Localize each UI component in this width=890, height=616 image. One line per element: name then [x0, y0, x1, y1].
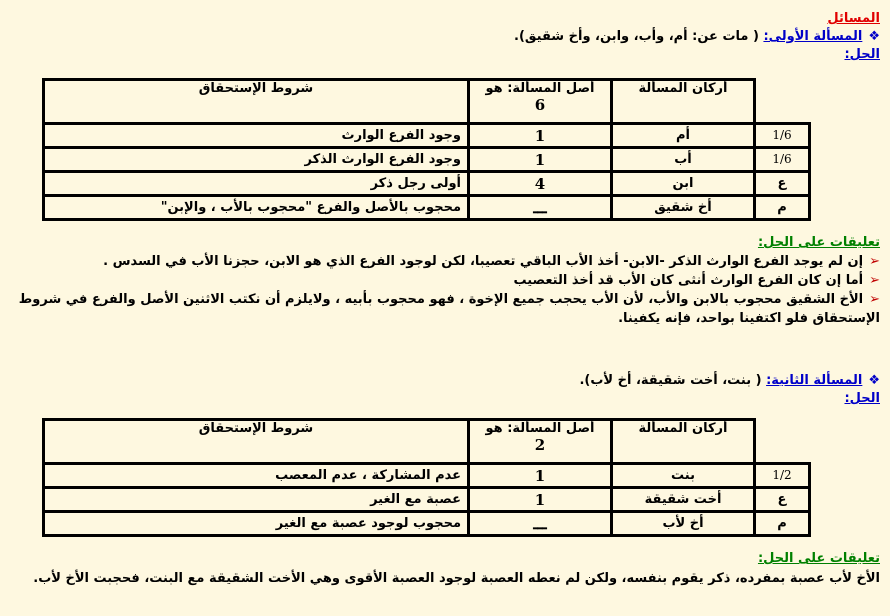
share-cell: ع — [753, 486, 811, 513]
condition-cell: أولى رجل ذكر — [42, 170, 470, 197]
arrow-bullet-icon: ➢ — [869, 273, 880, 288]
share-cell: ع — [753, 170, 811, 197]
heir-cell: أم — [610, 122, 756, 149]
header-asl: أصل المسألة: هو 2 — [467, 418, 613, 465]
heir-cell: أخ لأب — [610, 510, 756, 537]
condition-cell: محجوب لوجود عصبة مع الغير — [42, 510, 470, 537]
table-row: م أخ شقيق ـــ محجوب بالأصل والفرع "محجوب… — [42, 194, 811, 221]
condition-cell: محجوب بالأصل والفرع "محجوب بالأب ، والإب… — [42, 194, 470, 221]
solution-table-2: أركان المسألة أصل المسألة: هو 2 شروط الإس… — [42, 418, 811, 537]
portion-cell: 4 — [467, 170, 613, 197]
heir-cell: بنت — [610, 462, 756, 489]
share-value: 1/2 — [772, 468, 792, 482]
share-header — [753, 419, 810, 464]
comment-item: ➢إن لم يوجد الفرع الوارث الذكر -الابن- أ… — [103, 254, 880, 269]
portion-cell: ـــ — [467, 510, 613, 537]
share-cell: 1/2 — [753, 462, 811, 489]
solution-table-1: أركان المسألة أصل المسألة: هو 6 شروط الإس… — [42, 78, 811, 221]
portion-cell: 1 — [467, 122, 613, 149]
comment-continuation: الإستحقاق فلو اكتفينا بواحد، فإنه يكفينا… — [618, 311, 880, 326]
table-row: ع ابن 4 أولى رجل ذكر — [42, 170, 811, 197]
comment-2: الأخ لأب عصبة بمفرده، ذكر يقوم بنفسه، ول… — [33, 571, 880, 586]
heir-cell: أخ شقيق — [610, 194, 756, 221]
problem2-title: ❖المسألة الثانية: ( بنت، أخت شقيقة، أخ ل… — [579, 373, 880, 388]
share-value: م — [777, 516, 787, 531]
heir-cell: أخت شقيقة — [610, 486, 756, 513]
condition-cell: وجود الفرع الوارث الذكر — [42, 146, 470, 173]
table-row: ع أخت شقيقة 1 عصبة مع الغير — [42, 486, 811, 513]
share-value: ع — [777, 176, 787, 191]
condition-cell: عصبة مع الغير — [42, 486, 470, 513]
comments-list-1: ➢إن لم يوجد الفرع الوارث الذكر -الابن- أ… — [10, 252, 880, 328]
heir-cell: أب — [610, 146, 756, 173]
comments-label-2: تعليقات على الحل: — [757, 551, 880, 566]
portion-cell: 1 — [467, 462, 613, 489]
share-value: 1/6 — [772, 128, 792, 142]
comment-item: ➢الأخ الشقيق محجوب بالابن والأب، لأن الأ… — [18, 292, 880, 307]
share-value: ع — [777, 492, 787, 507]
heading: المسائل — [827, 11, 880, 26]
arrow-bullet-icon: ➢ — [869, 254, 880, 269]
problem1-title: ❖المسألة الأولى: ( مات عن: أم، وأب، وابن… — [514, 29, 880, 44]
table-row: م أخ لأب ـــ محجوب لوجود عصبة مع الغير — [42, 510, 811, 537]
portion-cell: 1 — [467, 486, 613, 513]
header-asl: أصل المسألة: هو 6 — [467, 78, 613, 125]
heir-cell: ابن — [610, 170, 756, 197]
share-value: 1/6 — [772, 152, 792, 166]
portion-cell: ـــ — [467, 194, 613, 221]
share-cell: 1/6 — [753, 146, 811, 173]
solution-label-2: الحل: — [844, 391, 880, 406]
header-conditions: شروط الإستحقاق — [42, 78, 470, 125]
comments-label-1: تعليقات على الحل: — [757, 235, 880, 250]
asl-value: 6 — [534, 96, 546, 114]
header-heirs: أركان المسألة — [610, 78, 756, 125]
share-cell: 1/6 — [753, 122, 811, 149]
diamond-bullet-icon: ❖ — [868, 373, 880, 388]
table-row: 1/6 أم 1 وجود الفرع الوارث — [42, 122, 811, 149]
header-conditions: شروط الإستحقاق — [42, 418, 470, 465]
solution-label-1: الحل: — [844, 47, 880, 62]
condition-cell: وجود الفرع الوارث — [42, 122, 470, 149]
share-value: م — [777, 200, 787, 215]
share-cell: م — [753, 194, 811, 221]
portion-cell: 1 — [467, 146, 613, 173]
diamond-bullet-icon: ❖ — [868, 29, 880, 44]
share-header — [753, 79, 810, 124]
header-heirs: أركان المسألة — [610, 418, 756, 465]
comment-item: ➢أما إن كان الفرع الوارث أنثى كان الأب ق… — [513, 273, 880, 288]
share-cell: م — [753, 510, 811, 537]
asl-value: 2 — [534, 436, 546, 454]
table-row: 1/6 أب 1 وجود الفرع الوارث الذكر — [42, 146, 811, 173]
arrow-bullet-icon: ➢ — [869, 292, 880, 307]
condition-cell: عدم المشاركة ، عدم المعصب — [42, 462, 470, 489]
table-row: 1/2 بنت 1 عدم المشاركة ، عدم المعصب — [42, 462, 811, 489]
